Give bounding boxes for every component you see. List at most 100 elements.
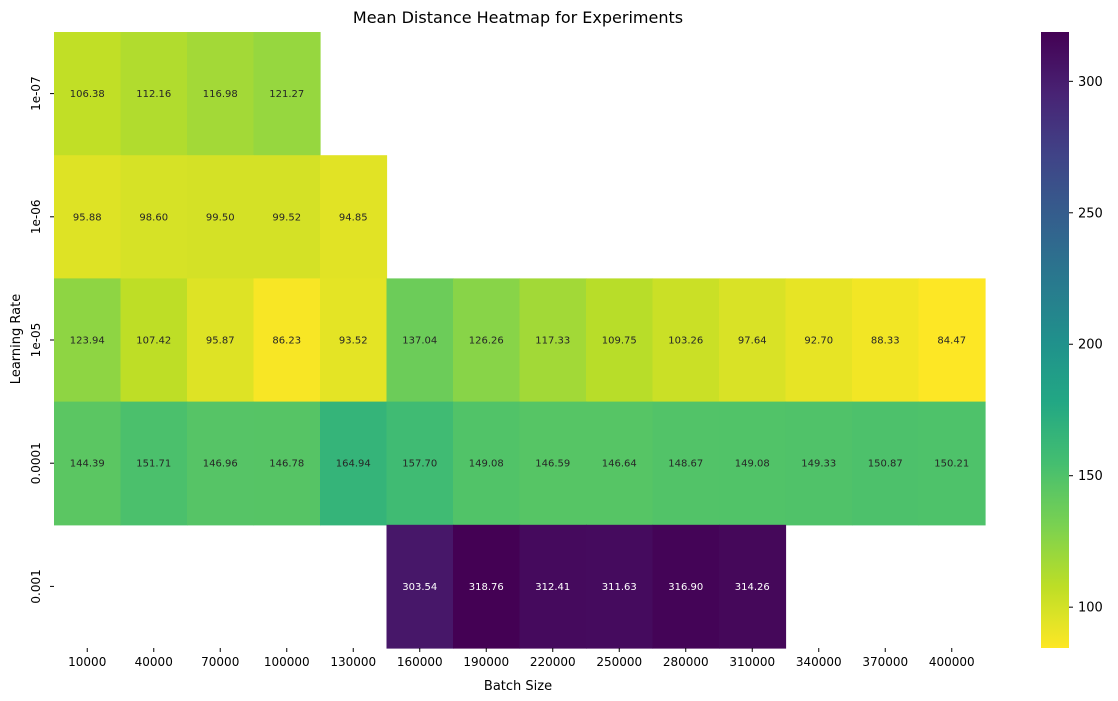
cell-value-label: 97.64 [738,336,767,347]
colorbar-ticks: 100 150 200 250 300 [1069,75,1103,616]
colorbar-tick-label: 200 [1078,338,1103,353]
cell-value-label: 112.16 [136,89,171,100]
cell-value-label: 107.42 [136,336,171,347]
colorbar-tick-label: 250 [1078,206,1103,221]
x-axis: 10000 40000 70000 100000 130000 160000 190000 2… [68,648,975,669]
cell-value-label: 149.08 [735,459,770,470]
x-tick-label: 160000 [397,655,443,669]
cell-value-label: 88.33 [871,336,900,347]
cell-value-label: 99.50 [206,212,235,223]
cell-value-label: 117.33 [535,336,570,347]
heatmap-cell [187,401,255,526]
x-tick-label: 310000 [729,655,775,669]
cell-value-label: 151.71 [136,459,171,470]
y-tick-label: 1e-06 [29,199,43,234]
heatmap-cell [652,524,720,649]
colorbar-tick-label: 100 [1078,601,1103,616]
cell-value-label: 95.88 [73,212,102,223]
heatmap-cell [719,401,787,526]
x-tick-label: 280000 [663,655,709,669]
heatmap-cell [586,401,654,526]
cell-value-label: 106.38 [70,89,105,100]
heatmap-cell [54,32,122,156]
x-tick-label: 250000 [596,655,642,669]
cell-value-label: 157.70 [402,459,437,470]
cell-value-label: 126.26 [469,336,504,347]
heatmap-cell [652,401,720,526]
heatmap-cell [652,278,720,403]
heatmap-cell [386,278,454,403]
heatmap-cell [918,401,986,526]
y-tick-label: 1e-05 [29,323,43,358]
heatmap-cell [187,278,255,403]
cell-value-label: 146.78 [269,459,304,470]
heatmap-cell [54,401,122,526]
cell-value-label: 149.08 [469,459,504,470]
heatmap-cell [54,155,122,279]
heatmap-cell [253,32,321,156]
heatmap-cell [187,155,255,279]
y-tick-label: 0.001 [29,569,43,603]
heatmap-cell [120,32,188,156]
cell-value-label: 123.94 [70,336,105,347]
y-tick-label: 0.0001 [29,442,43,484]
x-tick-label: 10000 [68,655,106,669]
x-axis-label: Batch Size [484,679,552,694]
cell-value-label: 311.63 [602,582,637,593]
heatmap-cell [453,524,521,649]
cell-value-label: 150.87 [868,459,903,470]
heatmap-cell [386,524,454,649]
cell-value-label: 148.67 [668,459,703,470]
heatmap-cell [719,524,787,649]
x-tick-label: 190000 [463,655,509,669]
cell-value-label: 86.23 [272,336,301,347]
heatmap-cell [918,278,986,403]
cell-value-label: 303.54 [402,582,437,593]
cell-value-label: 150.21 [934,459,969,470]
cell-value-label: 312.41 [535,582,570,593]
heatmap-cell [320,401,388,526]
cell-value-label: 94.85 [339,212,368,223]
heatmap-cell [852,401,920,526]
cell-value-label: 103.26 [668,336,703,347]
heatmap-cell [785,278,853,403]
heatmap-cell [852,278,920,403]
cell-value-label: 92.70 [804,336,833,347]
heatmap-cell [453,278,521,403]
x-tick-label: 100000 [264,655,310,669]
heatmap-cell [120,278,188,403]
colorbar-tick-label: 300 [1078,75,1103,90]
y-axis: 1e-07 1e-06 1e-05 0.0001 0.001 [29,76,54,604]
x-tick-label: 340000 [796,655,842,669]
x-tick-label: 370000 [862,655,908,669]
colorbar-tick-label: 150 [1078,469,1103,484]
cell-value-label: 95.87 [206,336,235,347]
cell-value-label: 121.27 [269,89,304,100]
heatmap-cell [320,155,388,279]
y-axis-label: Learning Rate [9,294,24,384]
x-tick-label: 220000 [530,655,576,669]
heatmap-cell [519,524,587,649]
colorbar [1041,32,1069,648]
cell-value-label: 164.94 [336,459,371,470]
heatmap-cell [586,278,654,403]
heatmap-cell [320,278,388,403]
heatmap-cell [253,401,321,526]
heatmap-cell [54,278,122,403]
heatmap-cell [519,401,587,526]
heatmap-cell [453,401,521,526]
x-tick-label: 130000 [330,655,376,669]
cell-value-label: 93.52 [339,336,368,347]
chart-title: Mean Distance Heatmap for Experiments [353,8,683,27]
heatmap-cell [253,278,321,403]
x-tick-label: 70000 [201,655,239,669]
heatmap-cell [386,401,454,526]
cell-value-label: 84.47 [937,336,966,347]
heatmap-cell [519,278,587,403]
heatmap-cell [253,155,321,279]
cell-labels: 106.38 112.16 116.98 121.27 95.88 98.60 99.50 9… [70,89,970,593]
y-tick-label: 1e-07 [29,76,43,111]
cell-value-label: 109.75 [602,336,637,347]
cell-value-label: 149.33 [801,459,836,470]
